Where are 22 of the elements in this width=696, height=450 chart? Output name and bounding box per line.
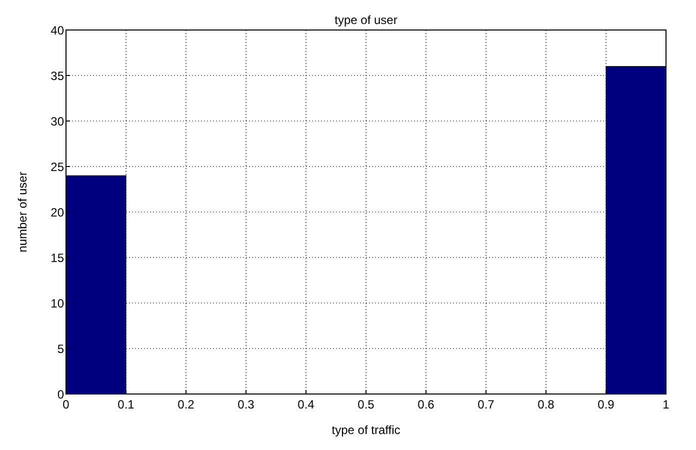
- x-tick-label: 0.9: [598, 398, 615, 412]
- y-tick-label: 0: [57, 387, 64, 402]
- y-tick-label: 30: [50, 114, 64, 128]
- x-tick-label: 1: [662, 398, 670, 412]
- x-tick-label: 0.8: [538, 398, 555, 412]
- x-tick-label: 0.1: [118, 398, 135, 412]
- y-tick-label: 25: [50, 160, 64, 174]
- y-tick-label: 20: [50, 205, 64, 220]
- y-axis-title: number of user: [15, 172, 30, 252]
- x-tick-label: 0.7: [478, 398, 495, 412]
- x-axis-title: type of traffic: [332, 423, 400, 437]
- y-tick-label: 5: [57, 342, 64, 356]
- chart-title: type of user: [334, 13, 398, 27]
- x-tick-label: 0.6: [418, 398, 435, 412]
- y-tick-label: 40: [50, 23, 64, 38]
- x-tick-label: 0.5: [358, 398, 375, 412]
- y-tick-label: 15: [50, 250, 64, 265]
- y-tick-label: 35: [50, 68, 64, 83]
- y-tick-label: 10: [50, 296, 64, 310]
- x-tick-label: 0.3: [238, 398, 255, 412]
- x-tick-label: 0.4: [298, 398, 315, 412]
- x-tick-label: 0.2: [178, 398, 195, 412]
